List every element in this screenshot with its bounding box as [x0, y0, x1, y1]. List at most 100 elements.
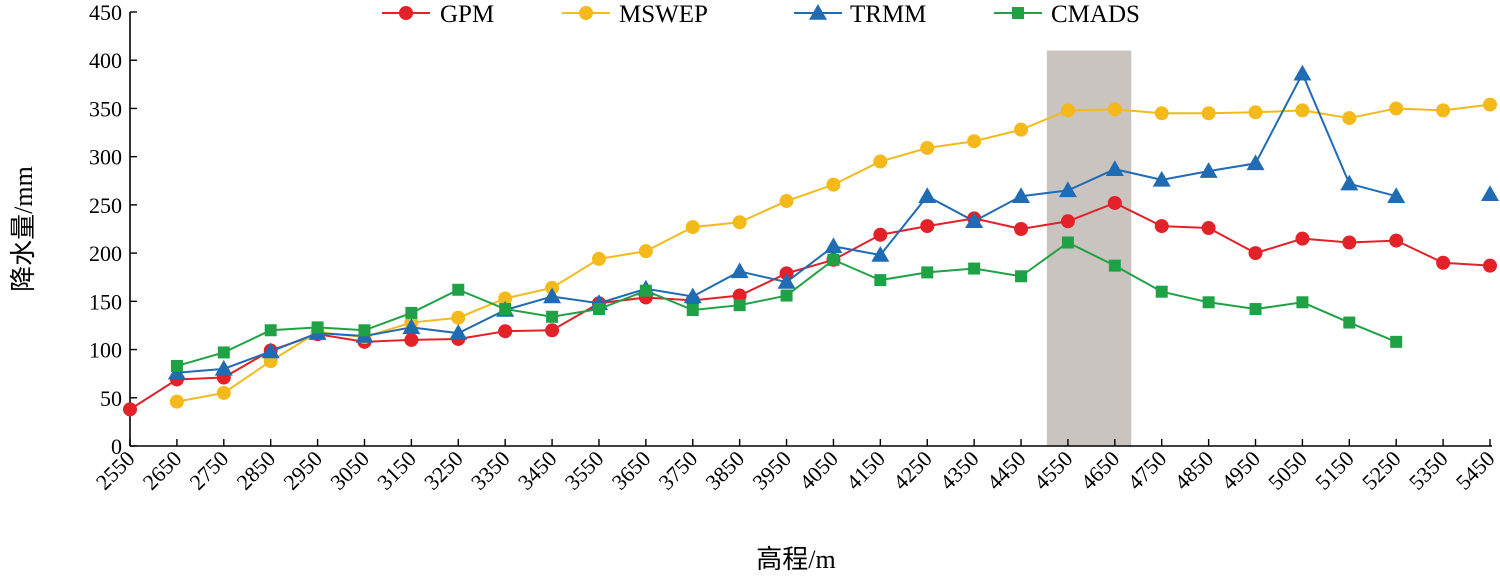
x-tick-label: 3950	[747, 446, 796, 495]
data-point-gpm	[1154, 219, 1169, 234]
legend-label-cmads: CMADS	[1051, 1, 1140, 28]
data-point-mswep	[1248, 105, 1263, 120]
data-point-trmm	[1293, 64, 1312, 81]
data-point-cmads	[1108, 259, 1121, 272]
data-point-trmm	[1058, 181, 1077, 198]
x-tick-label: 5450	[1451, 446, 1500, 495]
x-tick-label: 4450	[982, 446, 1031, 495]
data-point-gpm	[920, 219, 935, 234]
data-point-trmm	[1199, 162, 1218, 178]
legend-item-cmads: CMADS	[994, 1, 1140, 28]
data-point-cmads	[170, 359, 183, 372]
y-ticks: 0 50 100 150 200 250 300 350 400 450	[89, 0, 137, 459]
data-point-cmads	[968, 262, 981, 275]
y-tick-label: 350	[89, 96, 122, 121]
x-tick-label: 4850	[1169, 446, 1218, 495]
y-tick-label: 0	[111, 434, 122, 459]
data-point-mswep	[216, 385, 231, 400]
data-point-cmads	[358, 324, 371, 337]
data-point-trmm	[871, 246, 890, 262]
axes	[129, 12, 1492, 447]
data-point-cmads	[874, 274, 887, 287]
x-tick-label: 5250	[1357, 446, 1406, 495]
data-point-mswep	[967, 134, 982, 149]
x-tick-label: 4150	[841, 446, 890, 495]
data-point-cmads	[1061, 236, 1074, 249]
data-point-mswep	[1201, 106, 1216, 121]
data-point-gpm	[1389, 233, 1404, 248]
x-tick-label: 4250	[888, 446, 937, 495]
data-point-trmm	[449, 324, 468, 340]
data-point-trmm	[730, 262, 749, 279]
legend-label-gpm: GPM	[440, 1, 494, 28]
data-point-mswep	[1060, 103, 1075, 118]
data-point-cmads	[1343, 316, 1356, 329]
data-point-mswep	[1483, 97, 1497, 112]
y-tick-label: 400	[89, 48, 122, 73]
x-tick-label: 2750	[185, 446, 234, 495]
x-axis-title: 高程/m	[756, 545, 835, 574]
data-point-gpm	[1107, 195, 1122, 210]
data-point-gpm	[1342, 235, 1357, 250]
data-point-gpm	[404, 332, 419, 347]
x-tick-label: 4650	[1076, 446, 1125, 495]
data-point-trmm	[1481, 185, 1499, 202]
data-point-trmm	[402, 318, 421, 335]
data-point-cmads	[452, 283, 465, 296]
data-point-cmads	[686, 304, 699, 317]
data-point-cmads	[639, 284, 652, 297]
x-tick-label: 2650	[138, 446, 187, 495]
data-point-trmm	[824, 237, 843, 254]
y-tick-label: 250	[89, 193, 122, 218]
data-point-cmads	[1202, 296, 1215, 309]
data-point-trmm	[261, 342, 280, 359]
data-point-cmads	[311, 321, 324, 334]
data-point-gpm	[873, 227, 888, 242]
series-cmads	[170, 236, 1403, 372]
data-point-gpm	[1014, 222, 1029, 236]
data-point-gpm	[1201, 221, 1216, 236]
x-tick-label: 3250	[419, 446, 468, 495]
data-point-cmads	[264, 324, 277, 337]
data-point-gpm	[498, 324, 513, 339]
x-tick-label: 4950	[1216, 446, 1265, 495]
data-point-cmads	[1015, 270, 1028, 283]
data-point-gpm	[1295, 231, 1310, 246]
x-tick-label: 5350	[1404, 446, 1453, 495]
data-point-cmads	[733, 299, 746, 312]
data-point-trmm	[1246, 154, 1265, 171]
x-tick-label: 3450	[513, 446, 562, 495]
x-tick-label: 4750	[1122, 446, 1171, 495]
data-point-gpm	[1248, 246, 1263, 261]
data-point-trmm	[683, 287, 702, 304]
legend: GPM MSWEP TRMM CMADS	[382, 1, 1140, 28]
y-tick-label: 50	[100, 386, 122, 411]
legend-label-trmm: TRMM	[850, 1, 926, 28]
data-point-mswep	[169, 394, 184, 409]
data-point-mswep	[1436, 103, 1451, 118]
data-point-mswep	[638, 244, 653, 259]
x-tick-label: 3050	[325, 446, 374, 495]
data-point-mswep	[685, 220, 700, 235]
x-tick-label: 2950	[278, 446, 327, 495]
data-point-mswep	[920, 140, 935, 155]
y-axis-title: 降水量/mm	[9, 166, 38, 292]
x-ticks: 2550265027502850295030503150325033503450…	[91, 439, 1500, 495]
legend-marker-gpm	[399, 6, 413, 20]
data-point-cmads	[1249, 303, 1262, 316]
data-point-gpm	[1436, 255, 1451, 270]
data-point-trmm	[918, 187, 937, 203]
y-tick-label: 200	[89, 241, 122, 266]
x-tick-label: 5150	[1310, 446, 1359, 495]
legend-item-mswep: MSWEP	[562, 1, 708, 28]
legend-marker-trmm	[809, 4, 827, 20]
x-tick-label: 3750	[654, 446, 703, 495]
y-tick-label: 450	[89, 0, 122, 25]
data-point-cmads	[592, 303, 605, 316]
data-point-gpm	[1060, 214, 1075, 229]
x-tick-label: 3150	[372, 446, 421, 495]
x-tick-label: 3550	[560, 446, 609, 495]
legend-marker-cmads	[1012, 7, 1024, 19]
data-point-mswep	[1342, 111, 1357, 126]
